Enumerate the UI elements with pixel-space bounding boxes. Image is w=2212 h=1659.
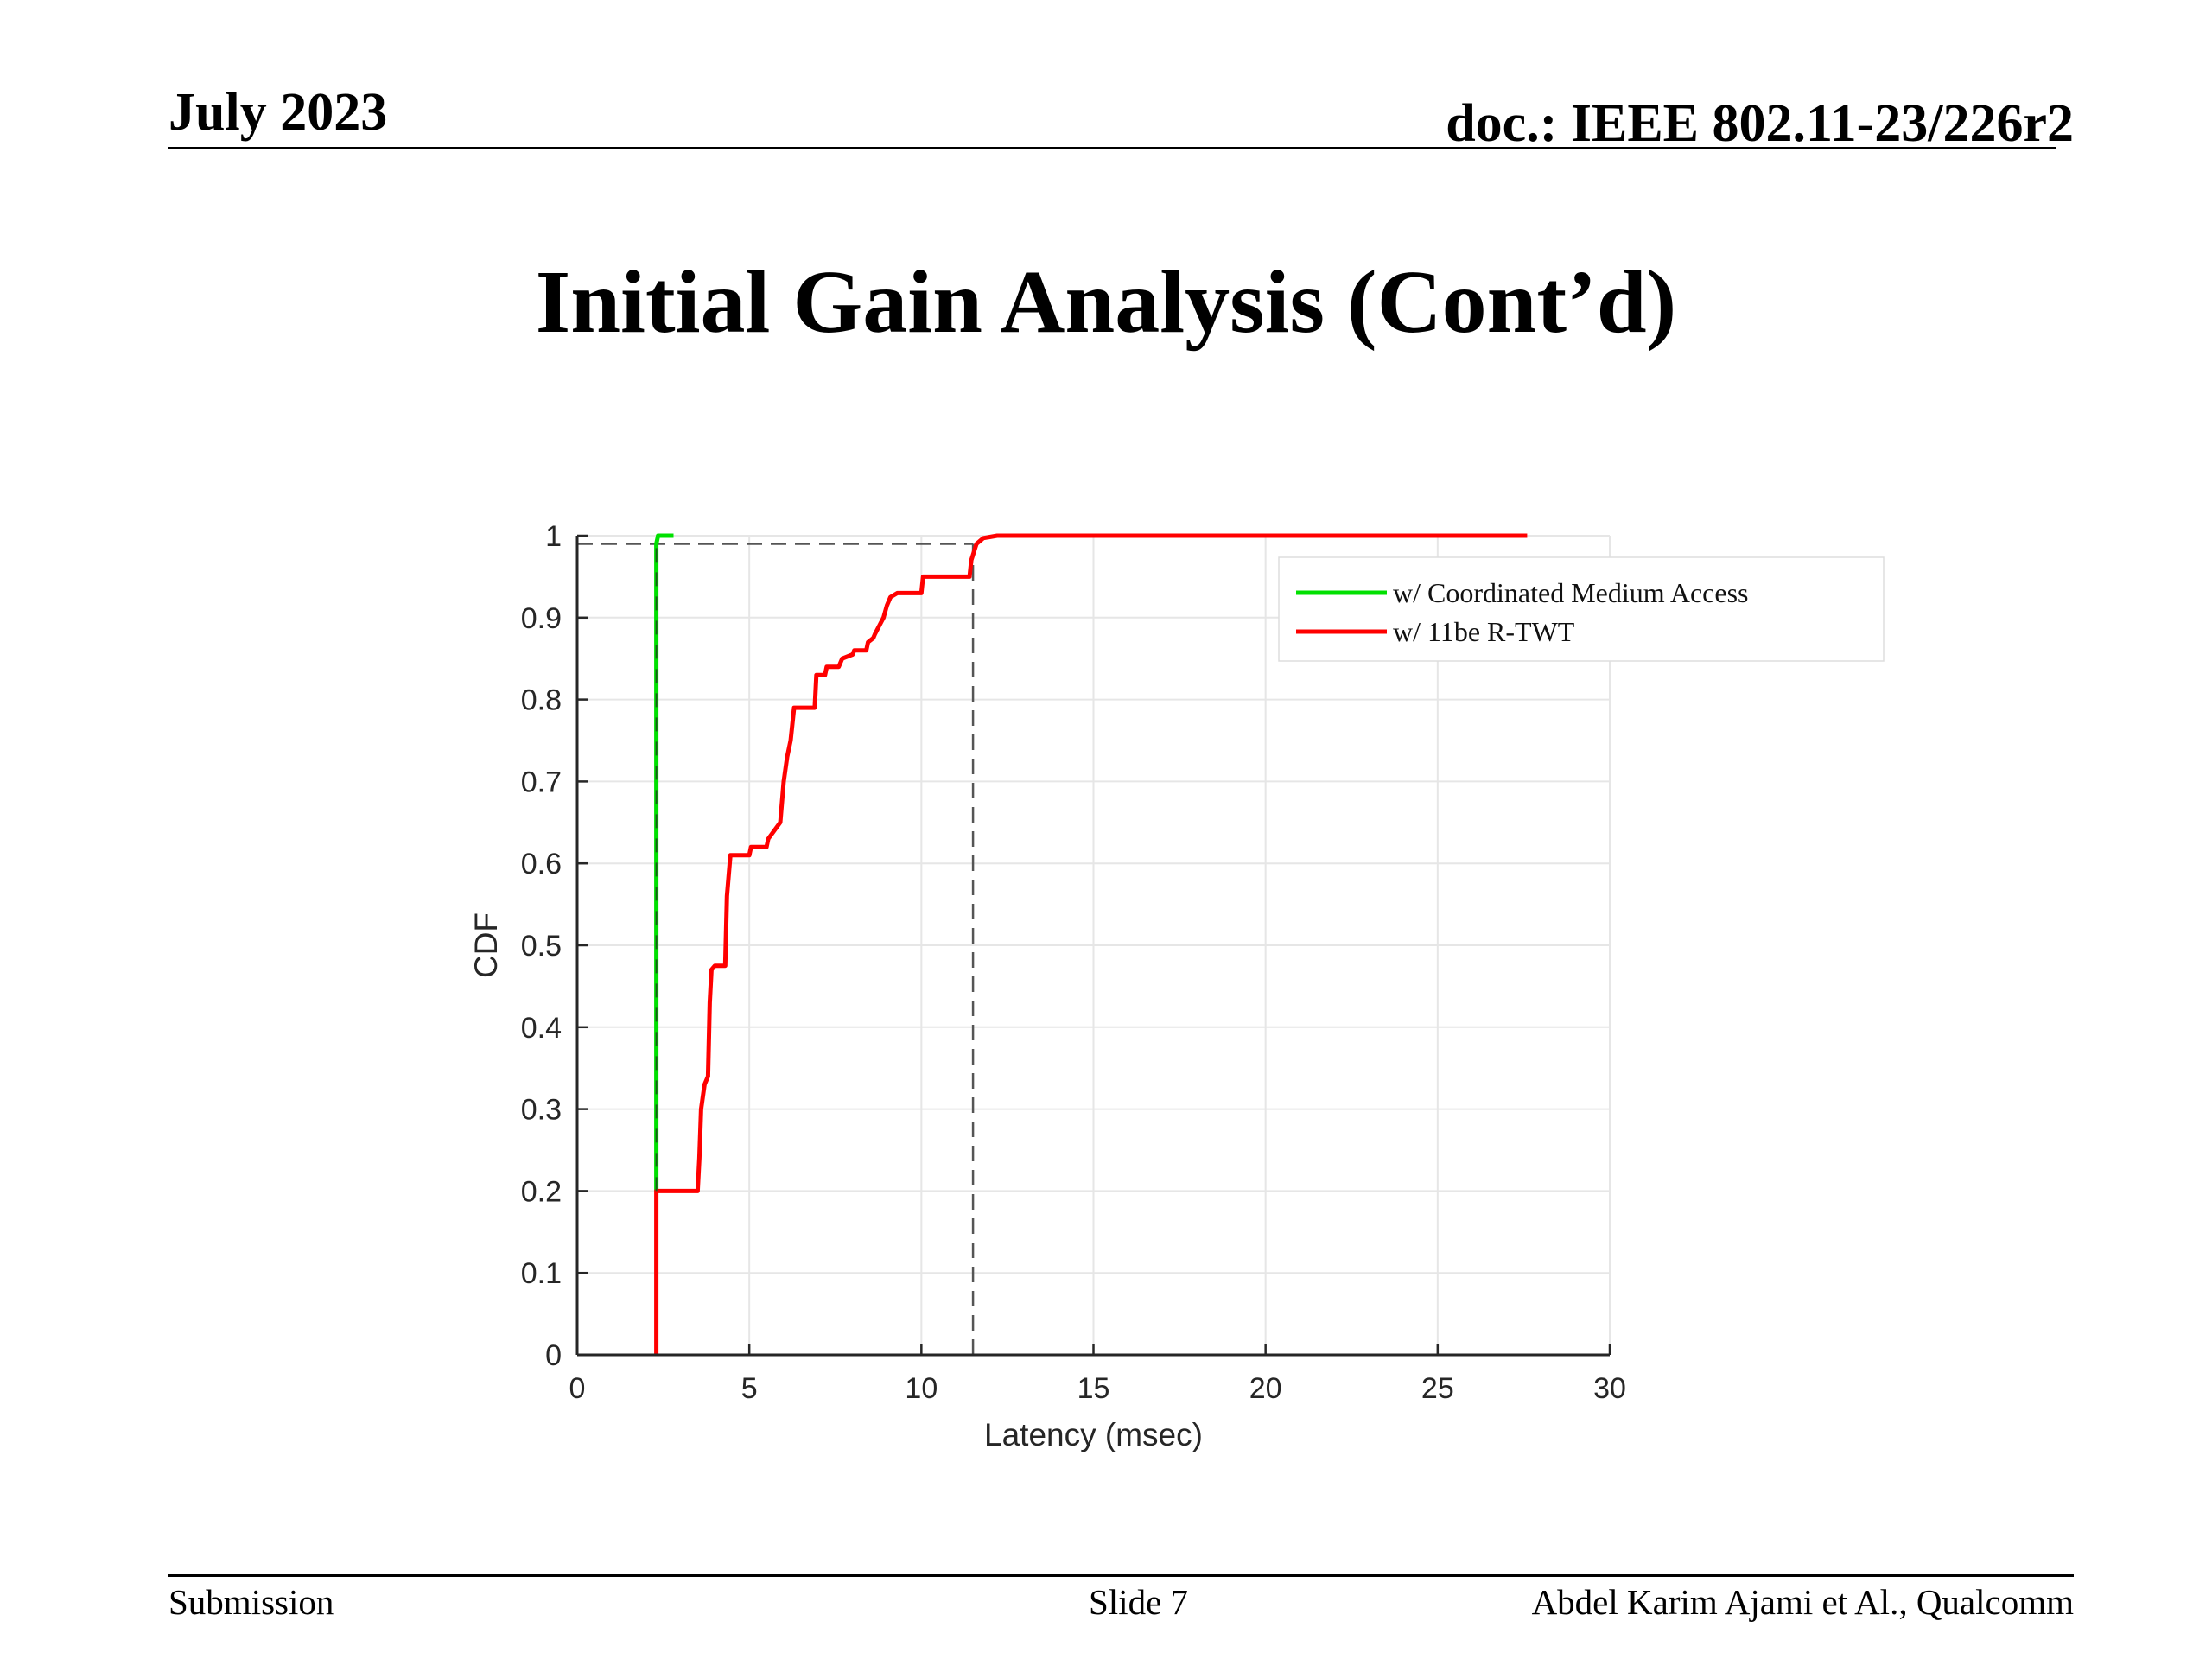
series-line-r-twt	[654, 533, 1528, 1355]
y-tick-label: 0.1	[521, 1257, 562, 1290]
y-tick-label: 0	[545, 1339, 562, 1372]
grid	[577, 535, 1611, 1355]
x-axis-label: Latency (msec)	[984, 1417, 1203, 1452]
header-doc-id: doc.: IEEE 802.11-23/226r2	[1446, 94, 2074, 153]
y-tick-label: 0.9	[521, 602, 562, 635]
footer-submission: Submission	[168, 1582, 334, 1622]
x-tick-label: 10	[905, 1372, 938, 1405]
y-tick-label: 0.6	[521, 848, 562, 880]
y-tick-label: 1	[545, 520, 562, 553]
y-tick-label: 0.5	[521, 930, 562, 963]
footer-authors: Abdel Karim Ajami et Al., Qualcomm	[1531, 1582, 2074, 1622]
legend: w/ Coordinated Medium Access w/ 11be R-TW…	[1278, 556, 1885, 662]
header-divider	[168, 147, 2056, 149]
y-tick-label: 0.2	[521, 1175, 562, 1208]
axes: 0 5 10 15 20 25 30 0 0.1 0.2 0.3 0.4 0.5 0.6 0.7 0.8 0.9…	[468, 520, 1626, 1452]
x-tick-label: 25	[1421, 1372, 1454, 1405]
slide-title: Initial Gain Analysis (Cont’d)	[535, 252, 1677, 352]
footer-slide-number: Slide 7	[1089, 1582, 1189, 1622]
legend-box	[1278, 556, 1885, 662]
y-tick-label: 0.4	[521, 1012, 562, 1045]
x-tick-label: 5	[741, 1372, 758, 1405]
x-tick-label: 15	[1077, 1372, 1110, 1405]
y-tick-label: 0.7	[521, 766, 562, 798]
legend-label: w/ Coordinated Medium Access	[1393, 577, 1748, 608]
header-date: July 2023	[168, 83, 388, 142]
x-tick-label: 30	[1593, 1372, 1626, 1405]
y-tick-label: 0.3	[521, 1094, 562, 1127]
footer-divider	[168, 1574, 2074, 1577]
legend-label: w/ 11be R-TWT	[1393, 616, 1575, 647]
x-tick-label: 20	[1249, 1372, 1282, 1405]
y-axis-label: CDF	[468, 912, 504, 978]
y-tick-label: 0.8	[521, 684, 562, 717]
series-lines	[654, 533, 1528, 1355]
x-tick-label: 0	[569, 1372, 586, 1405]
